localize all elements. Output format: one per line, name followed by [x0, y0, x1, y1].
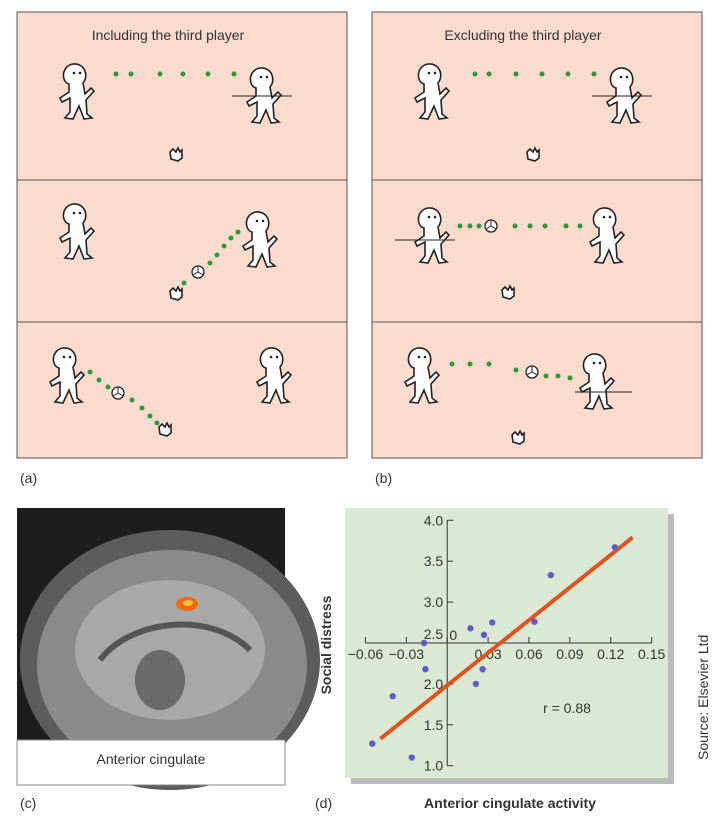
panel-d: (d) 1.01.52.02.53.03.54.0−0.06−0.0300.03…: [315, 508, 674, 811]
y-tick-label: 4.0: [424, 512, 444, 528]
y-tick-label: 2.5: [424, 626, 444, 642]
source: Source: Elsevier Ltd: [695, 635, 711, 760]
point: [369, 740, 376, 747]
panel-label: (d): [315, 795, 332, 811]
x-axis-title: Anterior cingulate activity: [424, 795, 596, 811]
point: [479, 665, 486, 673]
panel-c: Anterior cingulate (c): [16, 508, 320, 811]
point: [547, 571, 554, 579]
y-tick-label: 3.0: [424, 594, 444, 610]
point: [611, 544, 619, 551]
annotation: r = 0.88: [543, 700, 591, 716]
y-axis-title: Social distress: [318, 595, 334, 694]
panel-b: Excluding the third player (b): [371, 11, 703, 486]
point: [531, 618, 538, 625]
x-tick-label: −0.06: [348, 646, 384, 662]
panel-label: (a): [20, 470, 37, 486]
point: [420, 639, 428, 647]
point: [488, 619, 496, 626]
x-tick-label: 0.06: [515, 646, 542, 662]
y-tick-label: 1.5: [424, 717, 444, 733]
point: [389, 692, 396, 700]
caption: Anterior cingulate: [97, 751, 206, 767]
x-tick-label: 0: [449, 627, 457, 643]
panel-title: Including the third player: [92, 27, 245, 43]
x-tick-label: 0.09: [556, 646, 583, 662]
x-tick-label: 0.15: [638, 646, 665, 662]
panel-a: Including the third player (a): [16, 11, 348, 486]
y-tick-label: 3.5: [424, 553, 444, 569]
y-tick-label: 2.0: [424, 676, 444, 692]
point: [422, 665, 429, 673]
point: [472, 680, 480, 688]
x-tick-label: −0.03: [389, 646, 425, 662]
y-tick-label: 1.0: [424, 758, 444, 774]
point: [408, 754, 415, 761]
point: [480, 631, 488, 639]
fit-line: [379, 535, 634, 741]
panel-label: (b): [375, 470, 392, 486]
panel-title: Excluding the third player: [444, 27, 602, 43]
point: [467, 625, 474, 632]
panel-label: (c): [20, 795, 36, 811]
x-tick-label: 0.12: [597, 646, 624, 662]
